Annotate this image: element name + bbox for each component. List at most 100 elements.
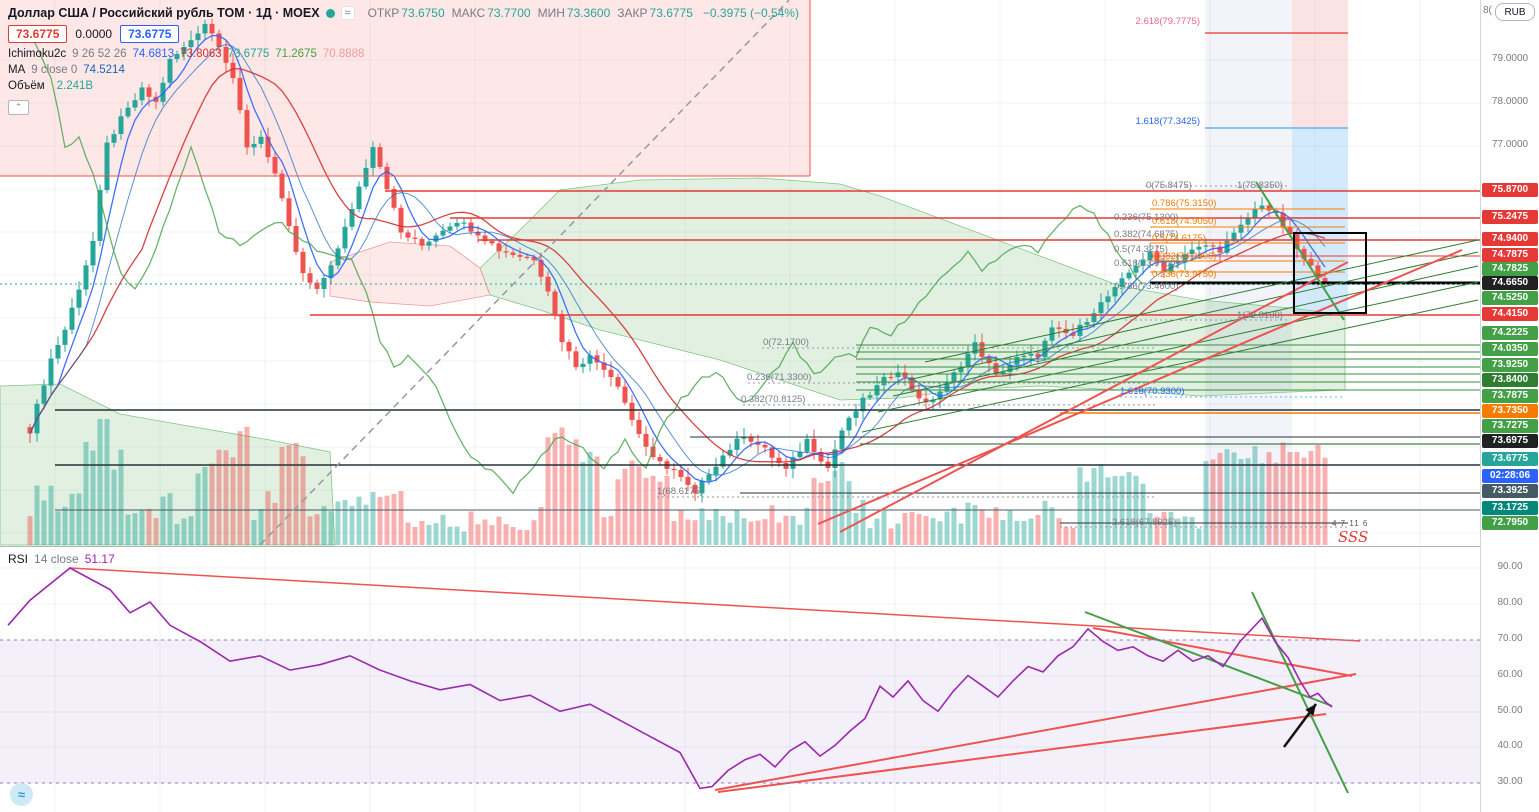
axis-tick-label: 78.0000: [1491, 96, 1529, 107]
ohlc-label: МИН: [537, 6, 565, 20]
indicator-legend-row[interactable]: Объём 2.241B: [8, 80, 799, 92]
rsi-tick-label: 70.00: [1497, 633, 1523, 644]
svg-text:1(72.8100): 1(72.8100): [1237, 310, 1283, 321]
price-level-label: 74.7875: [1482, 248, 1538, 262]
ohlc-value: 73.6775: [649, 6, 693, 20]
exchange-logo-icon: ≈: [10, 783, 33, 806]
level-and-trend-lines[interactable]: [0, 0, 1480, 546]
ohlc-value: 73.3600: [566, 6, 611, 20]
price-level-label: 73.8400: [1482, 373, 1538, 387]
ohlc-values: ОТКР 73.6750 МАКС 73.7700 МИН 73.3600 ЗАКР 73.6…: [361, 6, 693, 20]
svg-text:0(75.8475): 0(75.8475): [1146, 180, 1192, 191]
svg-text:0.382(74.6875): 0.382(74.6875): [1114, 229, 1178, 240]
indicator-params: 9 26 52 26: [72, 48, 127, 60]
price-level-label: 73.7350: [1482, 404, 1538, 418]
indicator-legend-row[interactable]: Ichimoku2c 9 26 52 26 74.6813 73.8063 73.677…: [8, 48, 799, 60]
svg-text:0.786(73.4600): 0.786(73.4600): [1114, 281, 1178, 292]
volume-bars: [27, 419, 1328, 545]
indicator-params: 9 close 0: [31, 64, 78, 76]
rsi-params: 14 close: [34, 552, 79, 566]
shaded-bands: [0, 0, 1480, 783]
axis-tick-label: 77.0000: [1491, 139, 1529, 150]
symbol-title[interactable]: Доллар США / Российский рубль TOM · 1Д ·…: [8, 6, 320, 20]
price-buttons-row: 73.6775 0.0000 73.6775: [8, 25, 799, 43]
svg-text:2.618(67.8925): 2.618(67.8925): [1112, 517, 1176, 528]
svg-text:0.236(73.9750): 0.236(73.9750): [1152, 269, 1216, 280]
svg-text:1.618(70.9300): 1.618(70.9300): [1120, 386, 1184, 397]
svg-text:1.618(77.3425): 1.618(77.3425): [1136, 116, 1200, 127]
indicator-value: 73.6775: [227, 48, 270, 60]
market-status-icon: [325, 8, 335, 18]
rsi-legend[interactable]: RSI 14 close 51.17: [8, 552, 115, 566]
svg-text:0.5(74.6175): 0.5(74.6175): [1152, 233, 1206, 244]
fib-labels: 2.618(79.7775) 1.618(77.3425) 0(75.8475) 1(…: [657, 16, 1283, 528]
price-level-label: 74.5250: [1482, 291, 1538, 305]
ask-price-box[interactable]: 73.6775: [120, 25, 180, 43]
ohlc-label: ОТКР: [367, 6, 400, 20]
chart-canvas[interactable]: 2.618(79.7775) 1.618(77.3425) 0(75.8475) 1(…: [0, 0, 1480, 812]
rsi-tick-label: 90.00: [1497, 561, 1523, 572]
indicator-value: 2.241B: [56, 80, 94, 92]
svg-text:0.382(70.8125): 0.382(70.8125): [741, 394, 805, 405]
svg-text:0.786(75.3150): 0.786(75.3150): [1152, 198, 1216, 209]
main-legend: Доллар США / Российский рубль TOM · 1Д ·…: [8, 6, 799, 115]
bar-count-marks: 4 7 11 6: [1332, 519, 1368, 528]
approx-price-icon: ≈: [340, 6, 355, 20]
svg-text:1(68.6175): 1(68.6175): [657, 486, 703, 497]
rsi-name: RSI: [8, 552, 29, 566]
price-level-label: 72.7950: [1482, 516, 1538, 530]
svg-text:0.236(75.1300): 0.236(75.1300): [1114, 212, 1178, 223]
price-axis[interactable]: 8( RUB 79.0000 78.0000 77.0000 75.8700 75.24…: [1480, 0, 1539, 812]
price-level-label: 73.6775: [1482, 452, 1538, 466]
signature-watermark: SSS: [1338, 528, 1368, 546]
axis-partial-label: 8(: [1483, 5, 1492, 16]
change-value: −0.3975 (−0.54%): [702, 6, 799, 20]
price-level-label: 75.2475: [1482, 210, 1538, 224]
indicator-value: 71.2675: [275, 48, 317, 60]
price-level-label: 74.9400: [1482, 232, 1538, 246]
indicator-name: Ichimoku2c: [8, 48, 67, 60]
arrow-head: [1305, 704, 1316, 716]
price-level-label: 74.7825: [1482, 262, 1538, 276]
svg-text:0.382(74.3300): 0.382(74.3300): [1152, 251, 1216, 262]
price-level-label: 73.1725: [1482, 501, 1538, 515]
svg-text:0.618(73.9700): 0.618(73.9700): [1114, 258, 1178, 269]
svg-text:2.618(79.7775): 2.618(79.7775): [1136, 16, 1200, 27]
svg-text:0.236(71.3300): 0.236(71.3300): [747, 372, 811, 383]
indicator-legend: Ichimoku2c 9 26 52 26 74.6813 73.8063 73.677…: [8, 48, 799, 92]
collapse-pane-button[interactable]: ⌃: [8, 100, 29, 115]
rsi-pane: [0, 567, 1480, 794]
pane-divider[interactable]: [0, 546, 1539, 547]
spread-value: 0.0000: [75, 27, 113, 41]
rsi-tick-label: 40.00: [1497, 740, 1523, 751]
rsi-tick-label: 50.00: [1497, 705, 1523, 716]
price-level-label: 73.7275: [1482, 419, 1538, 433]
svg-text:0.618(74.9050): 0.618(74.9050): [1152, 216, 1216, 227]
ohlc-value: 73.6750: [401, 6, 445, 20]
indicator-name: Объём: [8, 80, 45, 92]
rsi-tick-label: 80.00: [1497, 597, 1523, 608]
currency-toggle-button[interactable]: RUB: [1495, 3, 1535, 21]
indicator-value: 73.8063: [180, 48, 222, 60]
price-level-label: 74.6650: [1482, 276, 1538, 290]
indicator-value: 74.5214: [83, 64, 125, 76]
indicator-name: MA: [8, 64, 26, 76]
overlay-ma-lines: [29, 33, 1326, 495]
price-level-label: 74.2225: [1482, 326, 1538, 340]
indicator-value: 74.6813: [132, 48, 175, 60]
ohlc-label: МАКС: [451, 6, 486, 20]
price-level-label: 73.7875: [1482, 389, 1538, 403]
axis-tick-label: 79.0000: [1491, 53, 1529, 64]
indicator-legend-row[interactable]: MA 9 close 0 74.5214: [8, 64, 799, 76]
ohlc-label: ЗАКР: [617, 6, 648, 20]
drawn-rectangle[interactable]: [1293, 232, 1367, 314]
rsi-tick-label: 30.00: [1497, 776, 1523, 787]
bid-price-box[interactable]: 73.6775: [8, 25, 68, 43]
price-level-label: 73.3925: [1482, 484, 1538, 498]
indicator-value: 70.8888: [322, 48, 365, 60]
svg-text:0(72.1700): 0(72.1700): [763, 337, 809, 348]
price-level-label: 02:28:06: [1482, 469, 1538, 483]
ohlc-value: 73.7700: [487, 6, 531, 20]
grid-lines: [0, 0, 1480, 812]
rsi-tick-label: 60.00: [1497, 669, 1523, 680]
